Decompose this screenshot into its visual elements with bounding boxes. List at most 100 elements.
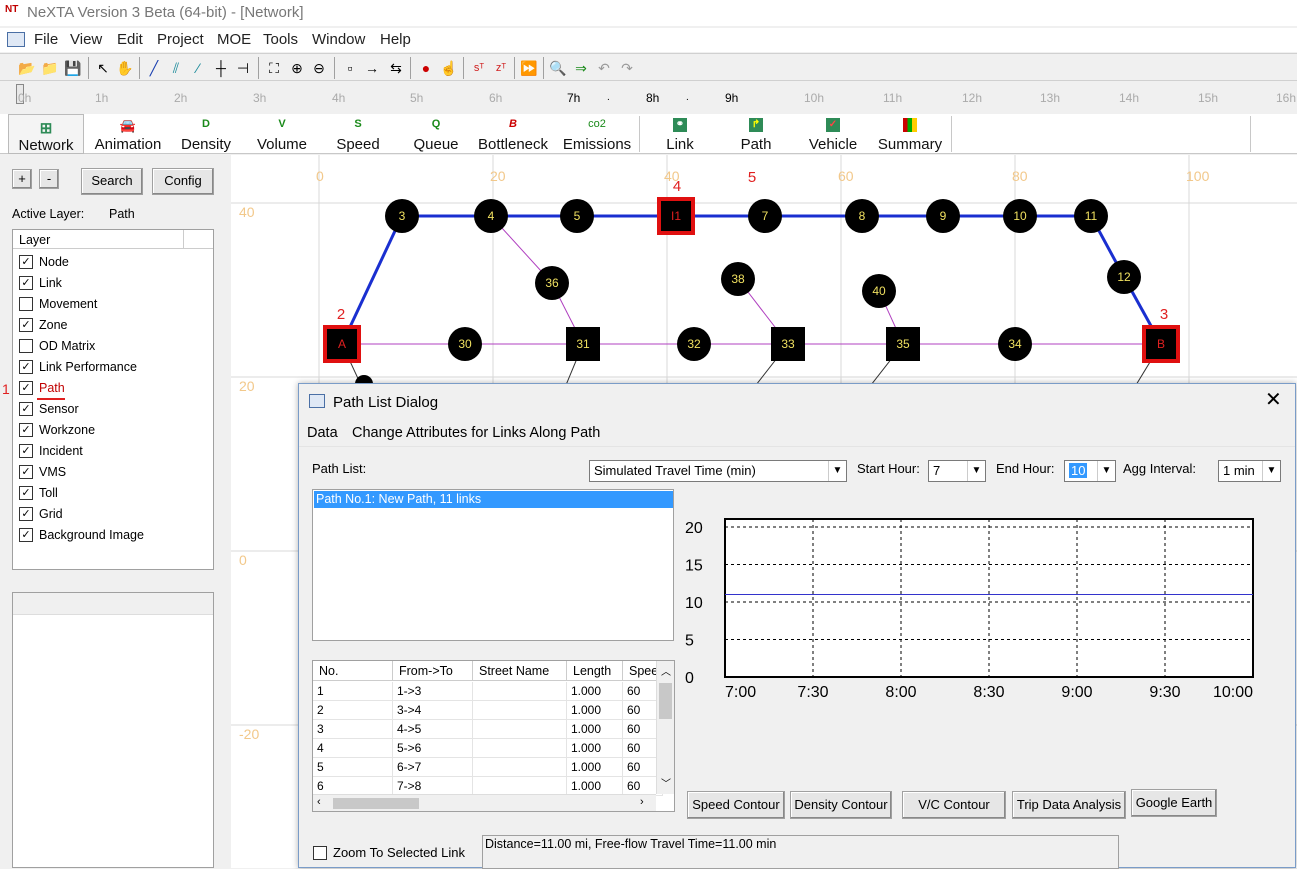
network-node-I1[interactable]: I1 — [657, 197, 695, 235]
network-node-31[interactable]: 31 — [566, 327, 600, 361]
tab-volume[interactable]: V Volume — [248, 114, 316, 154]
zoom-in-button[interactable]: + — [12, 169, 32, 189]
menu-view[interactable]: View — [70, 31, 103, 48]
dialog-menu-change-attributes[interactable]: Change Attributes for Links Along Path — [352, 425, 601, 441]
search-button[interactable]: Search — [81, 168, 143, 195]
close-icon[interactable]: ✕ — [1265, 389, 1282, 411]
network-node-32[interactable]: 32 — [677, 327, 711, 361]
table-cell[interactable] — [473, 758, 567, 777]
path-list-item[interactable]: Path No.1: New Path, 11 links — [314, 491, 673, 508]
zoom-in-icon[interactable]: ⊕ — [291, 60, 303, 76]
table-cell[interactable]: 1->3 — [393, 682, 473, 701]
network-node-36[interactable]: 36 — [535, 266, 569, 300]
layer-checkbox[interactable]: ✓ — [19, 423, 33, 437]
hand-pointer-icon[interactable]: ☝ — [440, 60, 458, 76]
tab-summary[interactable]: Summary — [874, 114, 946, 154]
chevron-down-icon[interactable]: ﹀ — [661, 779, 671, 790]
table-cell[interactable] — [473, 682, 567, 701]
layer-checkbox[interactable]: ✓ — [19, 360, 33, 374]
table-cell[interactable]: 6->7 — [393, 758, 473, 777]
table-cell[interactable]: 1.000 — [567, 720, 623, 739]
layer-checkbox[interactable]: ✓ — [19, 381, 33, 395]
table-cell[interactable]: 4 — [313, 739, 393, 758]
draw-curve-link-icon[interactable]: ⁄ — [196, 60, 200, 76]
table-cell[interactable]: 4->5 — [393, 720, 473, 739]
layer-checkbox[interactable]: ✓ — [19, 486, 33, 500]
time-slider-handle[interactable] — [16, 84, 24, 104]
draw-two-way-link-icon[interactable]: ⫽ — [172, 60, 180, 76]
tab-emissions[interactable]: co2 Emissions — [560, 114, 634, 154]
menu-file[interactable]: File — [34, 31, 59, 48]
tab-queue[interactable]: Q Queue — [404, 114, 468, 154]
speed-contour-button[interactable]: Speed Contour — [687, 791, 785, 819]
status-textbox[interactable]: Distance=11.00 mi, Free-flow Travel Time… — [482, 835, 1119, 869]
tab-bottleneck[interactable]: B Bottleneck — [474, 114, 552, 154]
network-node-3[interactable]: 3 — [385, 199, 419, 233]
import-folder-icon[interactable]: 📁 — [41, 60, 59, 76]
redo-icon[interactable]: ↷ — [621, 60, 633, 76]
one-way-arrow-icon[interactable]: → — [365, 60, 379, 76]
vertical-scrollbar[interactable]: ︿ ﹀ — [656, 661, 674, 794]
scrollbar-thumb[interactable] — [333, 798, 419, 809]
table-cell[interactable]: 1.000 — [567, 701, 623, 720]
chevron-right-icon[interactable]: › — [640, 796, 644, 808]
layer-checkbox[interactable]: ✓ — [19, 276, 33, 290]
network-node-9[interactable]: 9 — [926, 199, 960, 233]
table-cell[interactable] — [473, 739, 567, 758]
document-icon[interactable] — [7, 32, 25, 47]
zoom-extent-icon[interactable]: ⛶ — [269, 60, 279, 76]
network-node-38[interactable]: 38 — [721, 262, 755, 296]
config-button[interactable]: Config — [152, 168, 214, 195]
table-header-cell[interactable]: Spee — [623, 661, 663, 681]
start-hour-select[interactable]: 7 ▼ — [928, 460, 986, 482]
find-icon[interactable]: 🔍 — [549, 60, 567, 76]
trip-data-analysis-button[interactable]: Trip Data Analysis — [1012, 791, 1126, 819]
network-node-7[interactable]: 7 — [748, 199, 782, 233]
network-node-34[interactable]: 34 — [998, 327, 1032, 361]
open-folder-icon[interactable]: 📂 — [18, 60, 36, 76]
time-slider[interactable]: 0h 1h 2h 3h 4h 5h 6h 7h 8h 9h 10h 11h 12… — [0, 82, 1297, 112]
density-contour-button[interactable]: Density Contour — [790, 791, 892, 819]
table-cell[interactable]: 3->4 — [393, 701, 473, 720]
table-cell[interactable]: 3 — [313, 720, 393, 739]
zoom-out-icon[interactable]: ⊖ — [313, 60, 325, 76]
table-cell[interactable]: 5->6 — [393, 739, 473, 758]
google-earth-button[interactable]: Google Earth — [1131, 789, 1217, 817]
tab-speed[interactable]: S Speed — [326, 114, 390, 154]
menu-moe[interactable]: MOE — [217, 31, 252, 48]
tab-vehicle[interactable]: ✓ Vehicle — [803, 114, 863, 154]
table-cell[interactable]: 1.000 — [567, 758, 623, 777]
layer-checkbox[interactable]: ✓ — [19, 528, 33, 542]
table-header-cell[interactable]: From->To — [393, 661, 473, 681]
moe-select[interactable]: Simulated Travel Time (min) ▼ — [589, 460, 847, 482]
origin-marker-icon[interactable]: ● — [421, 60, 431, 76]
zoom-to-link-checkbox[interactable] — [313, 846, 327, 860]
menu-edit[interactable]: Edit — [117, 31, 143, 48]
path-listbox[interactable]: Path No.1: New Path, 11 links — [312, 489, 674, 641]
table-cell[interactable] — [473, 701, 567, 720]
node-icon[interactable]: ▫ — [347, 60, 353, 76]
menu-project[interactable]: Project — [157, 31, 204, 48]
network-node-8[interactable]: 8 — [845, 199, 879, 233]
save-icon[interactable]: 💾 — [64, 60, 82, 76]
table-cell[interactable]: 1.000 — [567, 739, 623, 758]
draw-link-icon[interactable]: ╱ — [149, 60, 159, 76]
layer-checkbox[interactable]: ✓ — [19, 402, 33, 416]
network-node-B[interactable]: B — [1142, 325, 1180, 363]
network-node-10[interactable]: 10 — [1003, 199, 1037, 233]
table-header-cell[interactable]: Street Name — [473, 661, 567, 681]
tab-density[interactable]: D Density — [174, 114, 238, 154]
undo-icon[interactable]: ↶ — [598, 60, 610, 76]
tab-link[interactable]: ⚭ Link — [650, 114, 710, 154]
table-header-cell[interactable]: Length — [567, 661, 623, 681]
table-header-cell[interactable]: No. — [313, 661, 393, 681]
network-node-35[interactable]: 35 — [886, 327, 920, 361]
menu-help[interactable]: Help — [380, 31, 411, 48]
agg-interval-select[interactable]: 1 min ▼ — [1218, 460, 1281, 482]
node-z-icon[interactable]: zᵀ — [495, 62, 507, 74]
divider-icon[interactable]: ⊣ — [236, 60, 250, 76]
horizontal-scrollbar[interactable]: ‹ › — [313, 794, 656, 811]
node-s-icon[interactable]: sᵀ — [473, 62, 485, 74]
menu-window[interactable]: Window — [312, 31, 366, 48]
